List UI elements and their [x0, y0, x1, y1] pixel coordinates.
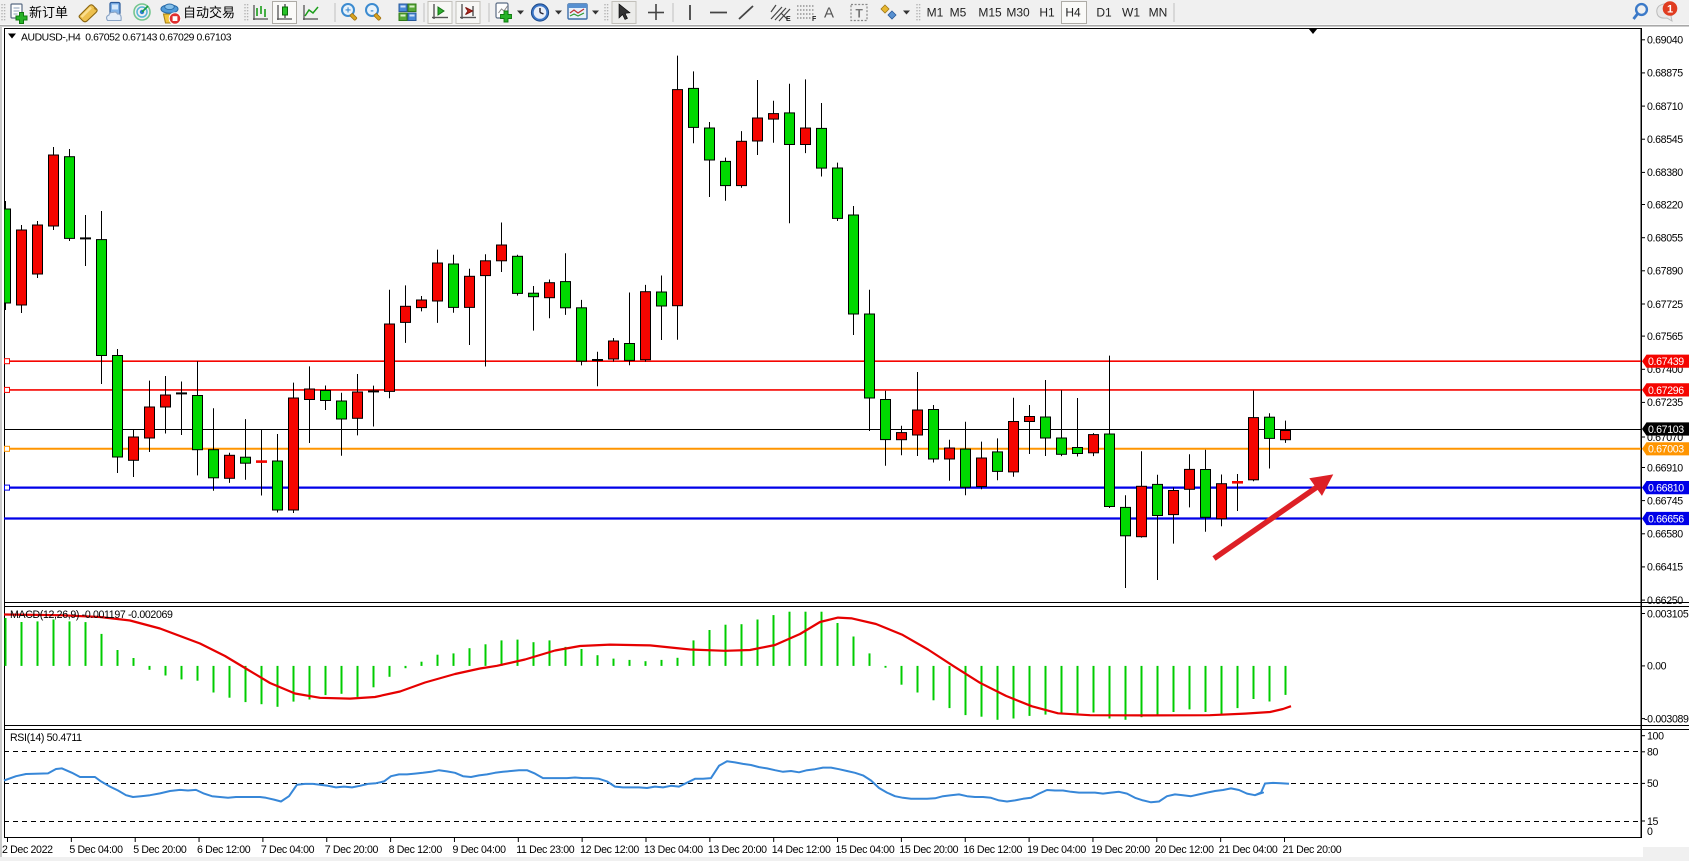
svg-text:新订单: 新订单: [29, 5, 68, 20]
svg-text:H4: H4: [1065, 6, 1081, 20]
svg-text:20 Dec 12:00: 20 Dec 12:00: [1155, 844, 1214, 856]
svg-text:50: 50: [1647, 778, 1659, 790]
svg-text:15 Dec 20:00: 15 Dec 20:00: [899, 844, 958, 856]
svg-text:0.67725: 0.67725: [1647, 299, 1683, 311]
svg-text:0.68220: 0.68220: [1647, 199, 1683, 211]
svg-text:AUDUSD-,H4 0.67052 0.67143 0.: AUDUSD-,H4 0.67052 0.67143 0.67029 0.671…: [21, 33, 232, 44]
svg-text:0.68055: 0.68055: [1647, 233, 1683, 245]
svg-text:MACD(12,26,9) -0.001197 -0.002: MACD(12,26,9) -0.001197 -0.002069: [10, 609, 173, 621]
svg-text:0.67235: 0.67235: [1647, 397, 1683, 409]
svg-text:6 Dec 12:00: 6 Dec 12:00: [197, 844, 251, 856]
svg-text:15: 15: [1647, 816, 1659, 828]
svg-text:0.68380: 0.68380: [1647, 167, 1683, 179]
svg-text:0.67439: 0.67439: [1648, 356, 1684, 368]
svg-text:5 Dec 04:00: 5 Dec 04:00: [69, 844, 123, 856]
svg-text:0.67890: 0.67890: [1647, 266, 1683, 278]
svg-text:0.66745: 0.66745: [1647, 495, 1683, 507]
svg-text:+: +: [345, 6, 351, 17]
svg-text:9 Dec 04:00: 9 Dec 04:00: [452, 844, 506, 856]
svg-text:0.66250: 0.66250: [1647, 595, 1683, 607]
svg-text:80: 80: [1647, 747, 1659, 759]
svg-text:F: F: [812, 16, 817, 23]
svg-text:100: 100: [1647, 731, 1664, 743]
svg-text:21 Dec 20:00: 21 Dec 20:00: [1283, 844, 1342, 856]
svg-text:21 Dec 04:00: 21 Dec 04:00: [1219, 844, 1278, 856]
svg-text:14 Dec 12:00: 14 Dec 12:00: [772, 844, 831, 856]
svg-text:2 Dec 2022: 2 Dec 2022: [2, 844, 53, 856]
svg-text:RSI(14) 50.4711: RSI(14) 50.4711: [10, 732, 82, 744]
svg-text:0.67565: 0.67565: [1647, 331, 1683, 343]
svg-text:7 Dec 04:00: 7 Dec 04:00: [261, 844, 315, 856]
svg-text:5 Dec 20:00: 5 Dec 20:00: [133, 844, 187, 856]
svg-text:0.00: 0.00: [1647, 661, 1667, 673]
svg-text:M1: M1: [927, 6, 944, 20]
svg-text:0.67003: 0.67003: [1648, 444, 1684, 456]
svg-text:A: A: [824, 5, 834, 22]
svg-text:15 Dec 04:00: 15 Dec 04:00: [836, 844, 895, 856]
svg-text:W1: W1: [1122, 6, 1140, 20]
svg-text:13 Dec 04:00: 13 Dec 04:00: [644, 844, 703, 856]
svg-text:0.67103: 0.67103: [1648, 424, 1684, 436]
svg-text:11 Dec 23:00: 11 Dec 23:00: [516, 844, 574, 856]
svg-text:0.69040: 0.69040: [1647, 35, 1683, 47]
svg-text:0.003105: 0.003105: [1647, 608, 1689, 620]
svg-text:自动交易: 自动交易: [183, 5, 235, 20]
svg-text:M5: M5: [950, 6, 967, 20]
svg-text:12 Dec 12:00: 12 Dec 12:00: [580, 844, 639, 856]
svg-text:7 Dec 20:00: 7 Dec 20:00: [325, 844, 379, 856]
svg-text:0.68710: 0.68710: [1647, 101, 1683, 113]
svg-text:0.66580: 0.66580: [1647, 529, 1683, 541]
svg-text:1: 1: [1667, 4, 1673, 16]
svg-text:0.68875: 0.68875: [1647, 68, 1683, 80]
svg-text:0.68545: 0.68545: [1647, 134, 1683, 146]
svg-text:8 Dec 12:00: 8 Dec 12:00: [389, 844, 443, 856]
svg-text:M30: M30: [1006, 6, 1030, 20]
svg-text:M15: M15: [978, 6, 1002, 20]
svg-text:H1: H1: [1039, 6, 1055, 20]
svg-text:0.67296: 0.67296: [1648, 385, 1684, 397]
svg-text:0.66910: 0.66910: [1647, 462, 1683, 474]
svg-text:-0.003089: -0.003089: [1644, 713, 1689, 725]
svg-text:0.66810: 0.66810: [1648, 483, 1684, 495]
svg-text:19 Dec 04:00: 19 Dec 04:00: [1027, 844, 1086, 856]
svg-text:T: T: [856, 7, 864, 21]
svg-text:0: 0: [1647, 826, 1653, 838]
svg-text:D1: D1: [1096, 6, 1112, 20]
svg-text:19 Dec 20:00: 19 Dec 20:00: [1091, 844, 1150, 856]
svg-text:E: E: [786, 16, 791, 23]
svg-text:MN: MN: [1149, 6, 1168, 20]
svg-text:0.66656: 0.66656: [1648, 513, 1684, 525]
svg-text:-: -: [370, 6, 373, 17]
svg-text:0.66415: 0.66415: [1647, 562, 1683, 574]
svg-text:16 Dec 12:00: 16 Dec 12:00: [963, 844, 1022, 856]
svg-text:13 Dec 20:00: 13 Dec 20:00: [708, 844, 767, 856]
